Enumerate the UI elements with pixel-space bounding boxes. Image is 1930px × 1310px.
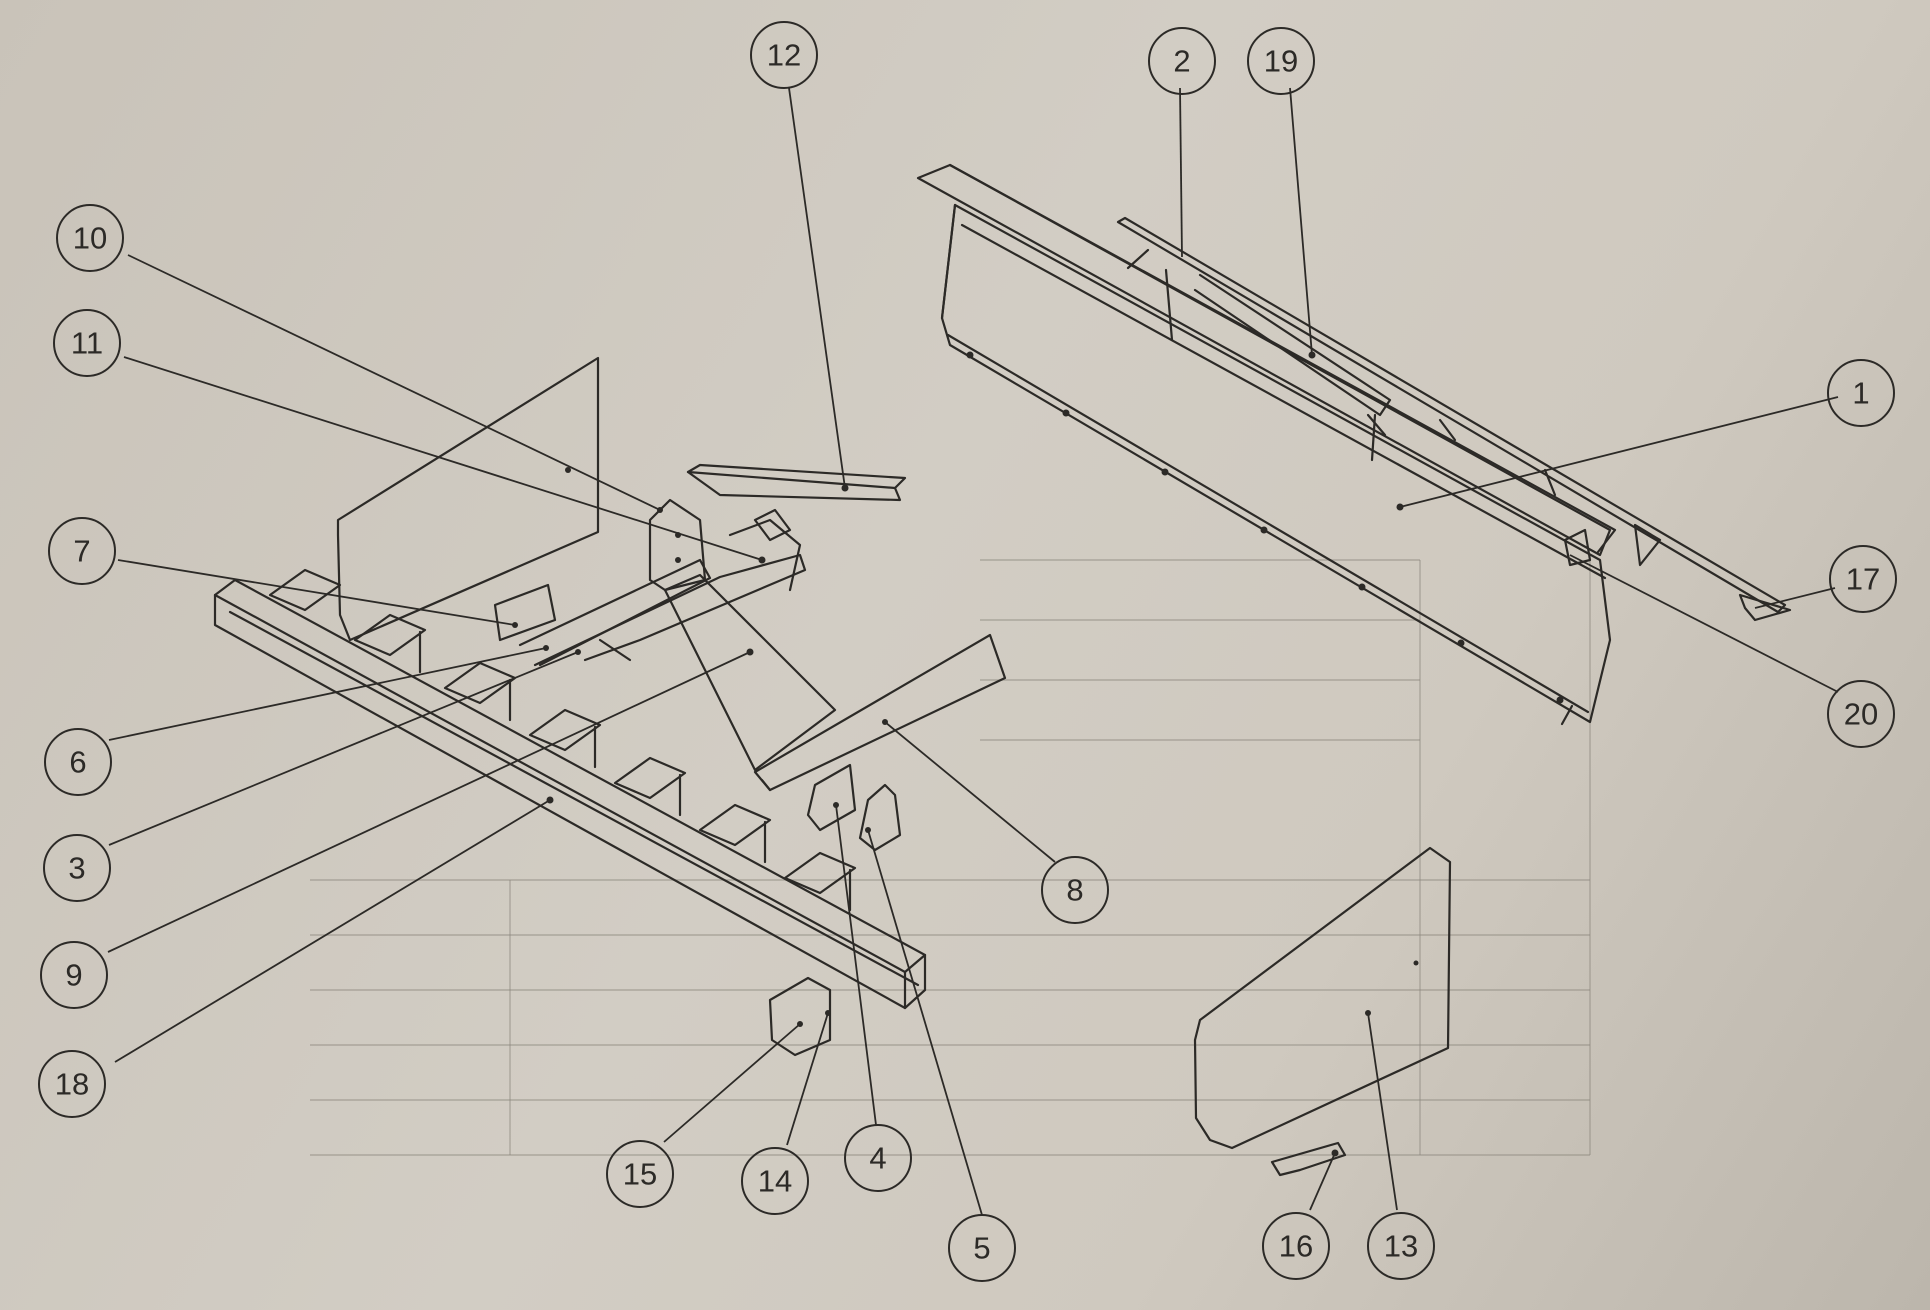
diagonal-plate <box>663 573 837 772</box>
svg-text:8: 8 <box>1066 873 1083 908</box>
balloon-19: 19 <box>1247 27 1315 95</box>
end-bracket <box>1738 593 1792 622</box>
side-plate-left <box>336 356 600 642</box>
balloon-4: 4 <box>844 1124 912 1192</box>
balloon-13: 13 <box>1367 1212 1435 1280</box>
side-plate-right <box>1193 846 1452 1150</box>
balloon-8: 8 <box>1041 856 1109 924</box>
balloon-1: 1 <box>1827 359 1895 427</box>
balloon-17: 17 <box>1829 545 1897 613</box>
svg-text:3: 3 <box>68 851 85 886</box>
clip <box>1270 1141 1347 1177</box>
svg-text:18: 18 <box>55 1067 89 1102</box>
balloon-3: 3 <box>43 834 111 902</box>
balloon-11: 11 <box>53 309 121 377</box>
svg-text:15: 15 <box>623 1157 657 1192</box>
balloon-14: 14 <box>741 1147 809 1215</box>
svg-text:12: 12 <box>767 38 801 73</box>
balloon-2: 2 <box>1148 27 1216 95</box>
small-brackets <box>806 763 902 852</box>
main-tube <box>213 578 927 1010</box>
balloon-9: 9 <box>40 941 108 1009</box>
svg-text:14: 14 <box>758 1164 792 1199</box>
balloon-7: 7 <box>48 517 116 585</box>
svg-text:9: 9 <box>65 958 82 993</box>
svg-text:1: 1 <box>1852 376 1869 411</box>
svg-text:2: 2 <box>1173 44 1190 79</box>
top-wear-strip <box>1116 216 1787 614</box>
balloon-16: 16 <box>1262 1212 1330 1280</box>
svg-text:17: 17 <box>1846 562 1880 597</box>
svg-text:19: 19 <box>1264 44 1298 79</box>
svg-text:11: 11 <box>71 326 103 361</box>
svg-text:7: 7 <box>73 534 90 569</box>
balloon-15: 15 <box>606 1140 674 1208</box>
balloon-18: 18 <box>38 1050 106 1118</box>
svg-text:6: 6 <box>69 745 86 780</box>
cross-beam <box>753 633 1007 792</box>
leader-lines <box>107 87 1839 1216</box>
balloon-6: 6 <box>44 728 112 796</box>
balloon-5: 5 <box>948 1214 1016 1282</box>
tube-tabs <box>268 568 857 912</box>
balloon-10: 10 <box>56 204 124 272</box>
svg-text:13: 13 <box>1384 1229 1418 1264</box>
svg-text:20: 20 <box>1844 697 1878 732</box>
svg-text:16: 16 <box>1279 1229 1313 1264</box>
balloon-12: 12 <box>750 21 818 89</box>
balloon-20: 20 <box>1827 680 1895 748</box>
svg-text:4: 4 <box>869 1141 886 1176</box>
blade-mouldboard <box>916 163 1617 726</box>
svg-text:5: 5 <box>973 1231 990 1266</box>
bleed-through-table <box>310 559 1591 1156</box>
svg-text:10: 10 <box>73 221 107 256</box>
angle-bar <box>686 463 907 502</box>
